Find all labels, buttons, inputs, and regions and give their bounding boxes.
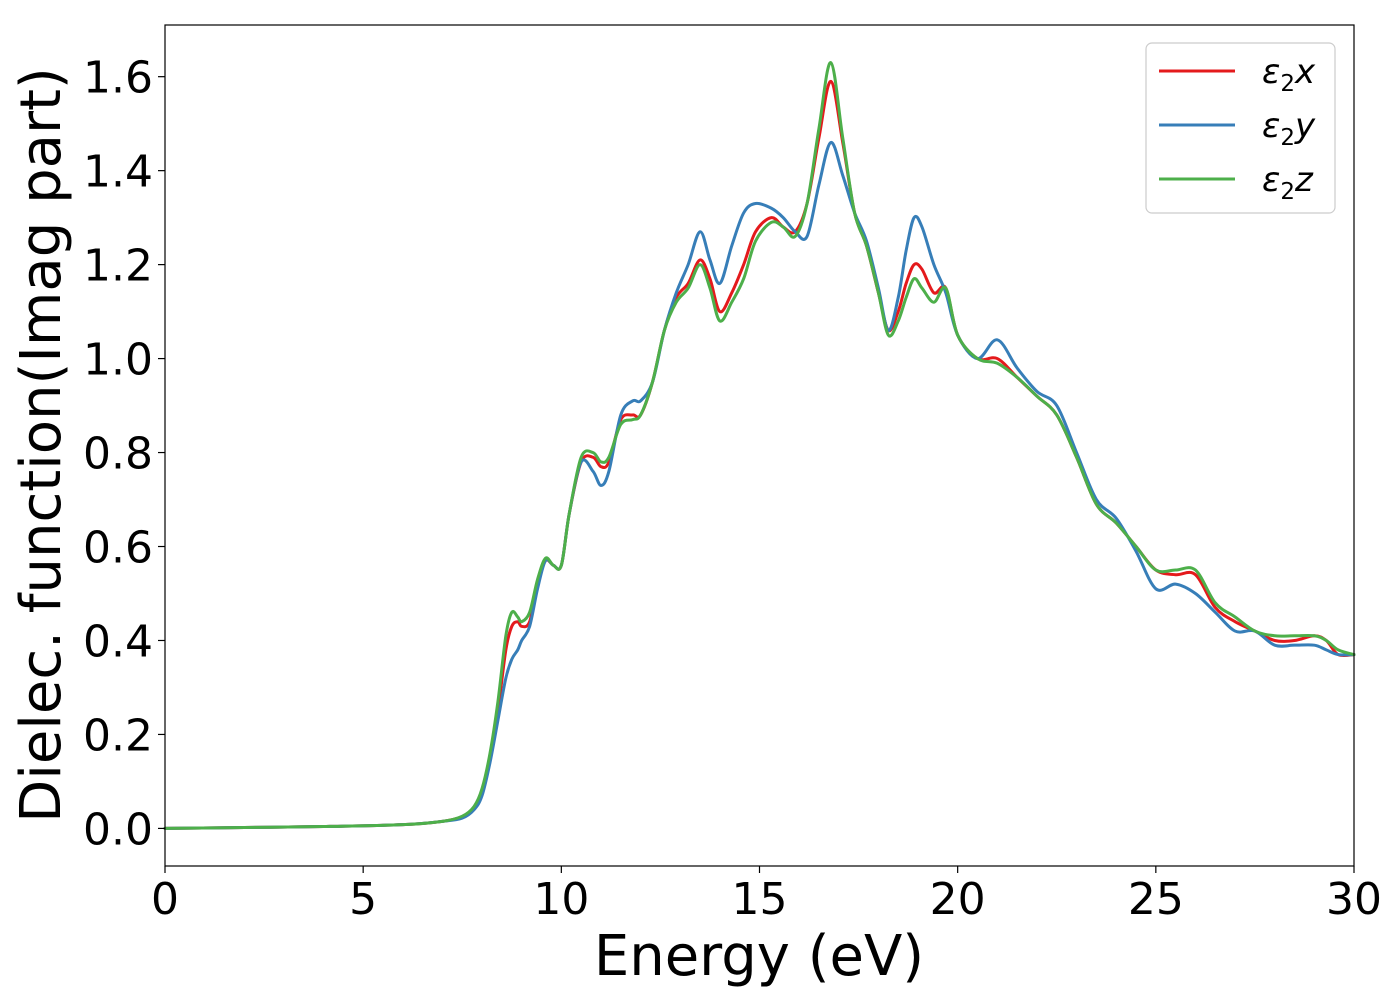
x-tick-label: 0 [151, 874, 179, 925]
legend-box [1145, 42, 1336, 214]
series-line-z [163, 61, 1356, 830]
y-axis: 0.0 0.2 0.4 0.6 0.8 1.0 1.2 1.4 1.6 [83, 53, 165, 855]
y-tick-label: 0.4 [83, 616, 153, 667]
series-layer [163, 61, 1356, 830]
y-tick-label: 1.2 [83, 241, 153, 292]
x-tick-label: 15 [732, 874, 788, 925]
x-tick-label: 10 [533, 874, 589, 925]
legend-label-x: ε2x [1262, 52, 1316, 97]
y-axis-title: Dielec. function(Imag part) [9, 67, 74, 823]
legend-label-z: ε2z [1262, 160, 1314, 205]
legend: ε2x ε2y ε2z [1145, 42, 1336, 214]
x-axis-title: Energy (eV) [594, 924, 924, 989]
x-tick-label: 25 [1128, 874, 1184, 925]
y-tick-label: 1.4 [83, 147, 153, 198]
x-tick-label: 30 [1326, 874, 1382, 925]
y-tick-label: 0.2 [83, 710, 153, 761]
x-tick-label: 20 [930, 874, 986, 925]
y-tick-label: 0.0 [83, 804, 153, 855]
y-tick-label: 1.0 [83, 335, 153, 386]
y-tick-label: 0.8 [83, 429, 153, 480]
x-axis: 0 5 10 15 20 25 30 [151, 866, 1382, 925]
y-tick-label: 1.6 [83, 53, 153, 104]
legend-label-y: ε2y [1262, 106, 1316, 151]
y-tick-label: 0.6 [83, 523, 153, 574]
x-tick-label: 5 [349, 874, 377, 925]
